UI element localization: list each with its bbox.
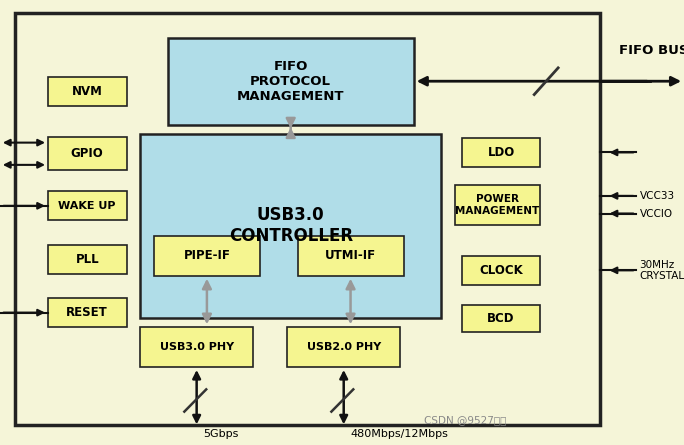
Text: USB3.0
CONTROLLER: USB3.0 CONTROLLER <box>228 206 353 245</box>
Text: CLOCK: CLOCK <box>479 264 523 277</box>
Bar <box>48 245 127 274</box>
Text: PLL: PLL <box>75 253 99 266</box>
Bar <box>455 185 540 225</box>
Bar <box>140 134 441 318</box>
Bar <box>48 137 127 170</box>
Text: RESET: RESET <box>66 306 108 319</box>
Text: WAKE UP: WAKE UP <box>58 201 116 211</box>
Text: FIFO BUS: FIFO BUS <box>619 44 684 57</box>
Text: POWER
MANAGEMENT: POWER MANAGEMENT <box>456 194 540 215</box>
Bar <box>462 305 540 332</box>
Bar <box>48 191 127 220</box>
Text: GPIO: GPIO <box>71 147 103 160</box>
Text: USB2.0 PHY: USB2.0 PHY <box>306 342 381 352</box>
Text: VCC33: VCC33 <box>640 191 674 201</box>
Bar <box>462 138 540 167</box>
Bar <box>140 327 253 367</box>
Bar <box>15 13 600 425</box>
Text: UTMI-IF: UTMI-IF <box>325 249 376 263</box>
Bar <box>168 38 414 125</box>
Text: USB3.0 PHY: USB3.0 PHY <box>159 342 234 352</box>
Bar <box>462 256 540 285</box>
Bar <box>287 327 400 367</box>
Text: VCCIO: VCCIO <box>640 209 672 218</box>
Bar <box>48 77 127 106</box>
Bar <box>298 236 404 276</box>
Text: PIPE-IF: PIPE-IF <box>183 249 231 263</box>
Text: 30MHz
CRYSTAL: 30MHz CRYSTAL <box>640 259 684 281</box>
Text: 480Mbps/12Mbps: 480Mbps/12Mbps <box>350 429 449 439</box>
Text: FIFO
PROTOCOL
MANAGEMENT: FIFO PROTOCOL MANAGEMENT <box>237 60 345 103</box>
Text: LDO: LDO <box>488 146 514 159</box>
Text: 5Gbps: 5Gbps <box>203 429 239 439</box>
Text: NVM: NVM <box>72 85 103 98</box>
Text: CSDN @9527华安: CSDN @9527华安 <box>424 416 506 425</box>
Bar <box>154 236 260 276</box>
Bar <box>48 298 127 327</box>
Text: BCD: BCD <box>487 312 515 325</box>
